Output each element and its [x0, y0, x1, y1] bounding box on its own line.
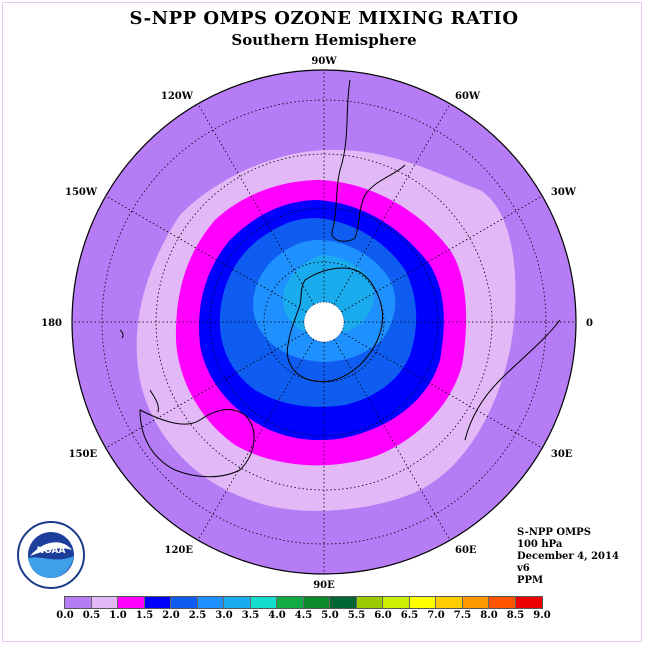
colorbar-cell — [91, 597, 118, 608]
longitude-label: 180 — [41, 318, 62, 329]
longitude-label: 0 — [586, 318, 593, 329]
colorbar-cell — [409, 597, 436, 608]
lat-circle-60s — [209, 207, 439, 437]
colorbar-cell — [383, 597, 410, 608]
map-border — [71, 69, 577, 575]
map-subtitle: Southern Hemisphere — [231, 31, 417, 49]
longitude-label: 30E — [551, 449, 573, 460]
colorbar-tick-label: 9.0 — [533, 610, 551, 621]
longitude-label: 150E — [69, 449, 98, 460]
colorbar-tick-label: 1.5 — [135, 610, 154, 621]
colorbar-tick-label: 2.5 — [188, 610, 207, 621]
colorbar-cell — [436, 597, 463, 608]
meridian-line — [197, 103, 315, 305]
colorbar-cell — [303, 597, 330, 608]
longitude-label: 120E — [165, 545, 194, 556]
colorbar-cell — [118, 597, 145, 608]
colorbar-cell — [489, 597, 516, 608]
lat-circle-30s — [101, 99, 547, 545]
colorbar-tick-label: 0.5 — [82, 610, 101, 621]
meridian-line — [333, 339, 451, 541]
pole-missing-data — [303, 301, 345, 343]
colorbar-cell — [515, 597, 542, 608]
meridian-line — [341, 331, 543, 449]
meridian-line — [197, 339, 315, 541]
colorbar-tick-label: 8.0 — [480, 610, 498, 621]
colorbar-cell — [197, 597, 224, 608]
noaa-logo: NOAA — [16, 520, 86, 594]
longitude-label: 90W — [311, 56, 337, 67]
longitude-label: 90E — [313, 580, 335, 591]
colorbar-tick-label: 4.0 — [268, 610, 286, 621]
meridian-line — [341, 195, 543, 313]
colorbar-tick-label: 7.5 — [453, 610, 472, 621]
colorbar-cell — [144, 597, 171, 608]
longitude-label: 150W — [65, 187, 98, 198]
longitude-label: 60W — [455, 91, 481, 102]
longitude-label: 30W — [551, 187, 577, 198]
new-zealand-coast — [119, 329, 159, 413]
page-frame — [2, 2, 642, 642]
antarctica-coast — [286, 267, 384, 383]
longitude-labels: 90W 60W 30W 0 30E 60E 90E 120E 150E 180 150W 120W — [41, 56, 593, 591]
info-units: PPM — [517, 575, 544, 586]
colorbar-ticks: 0.0 0.5 1.0 1.5 2.0 2.5 3.0 3.5 4.0 4.5 5.0 5.5 6.0 6… — [0, 610, 648, 624]
colorbar-tick-label: 4.5 — [294, 610, 313, 621]
colorbar-tick-label: 1.0 — [109, 610, 127, 621]
australia-coast — [139, 409, 255, 478]
longitude-label: 120W — [161, 91, 194, 102]
map-info: S-NPP OMPS 100 hPa December 4, 2014 v6 P… — [517, 527, 619, 587]
colorbar-tick-label: 6.5 — [400, 610, 419, 621]
colorbar-tick-label: 3.5 — [241, 610, 260, 621]
info-version: v6 — [517, 563, 530, 574]
info-level: 100 hPa — [517, 539, 563, 550]
colorbar-cell — [224, 597, 251, 608]
colorbar-cell — [277, 597, 304, 608]
colorbar-cell — [356, 597, 383, 608]
colorbar-tick-label: 5.0 — [321, 610, 339, 621]
colorbar-tick-label: 5.5 — [347, 610, 366, 621]
colorbar-tick-label: 8.5 — [506, 610, 525, 621]
noaa-logo-text: NOAA — [37, 546, 66, 556]
map-title: S-NPP OMPS OZONE MIXING RATIO — [129, 8, 519, 29]
longitude-label: 60E — [455, 545, 477, 556]
colorbar-tick-label: 7.0 — [427, 610, 445, 621]
meridian-line — [333, 103, 451, 305]
colorbar-cell — [250, 597, 277, 608]
meridian-line — [105, 195, 307, 313]
meridian-line — [105, 331, 307, 449]
south-america-coast — [331, 79, 406, 242]
africa-coast — [464, 319, 561, 441]
colorbar-cell — [330, 597, 357, 608]
info-instrument: S-NPP OMPS — [517, 527, 591, 538]
colorbar-cell — [65, 597, 92, 608]
colorbar — [64, 596, 543, 609]
meridian-lines — [72, 70, 576, 574]
colorbar-tick-label: 0.0 — [56, 610, 74, 621]
colorbar-cell — [462, 597, 489, 608]
colorbar-cell — [171, 597, 198, 608]
colorbar-tick-label: 3.0 — [215, 610, 233, 621]
colorbar-tick-label: 2.0 — [162, 610, 180, 621]
colorbar-tick-label: 6.0 — [374, 610, 392, 621]
info-date: December 4, 2014 — [517, 551, 619, 562]
